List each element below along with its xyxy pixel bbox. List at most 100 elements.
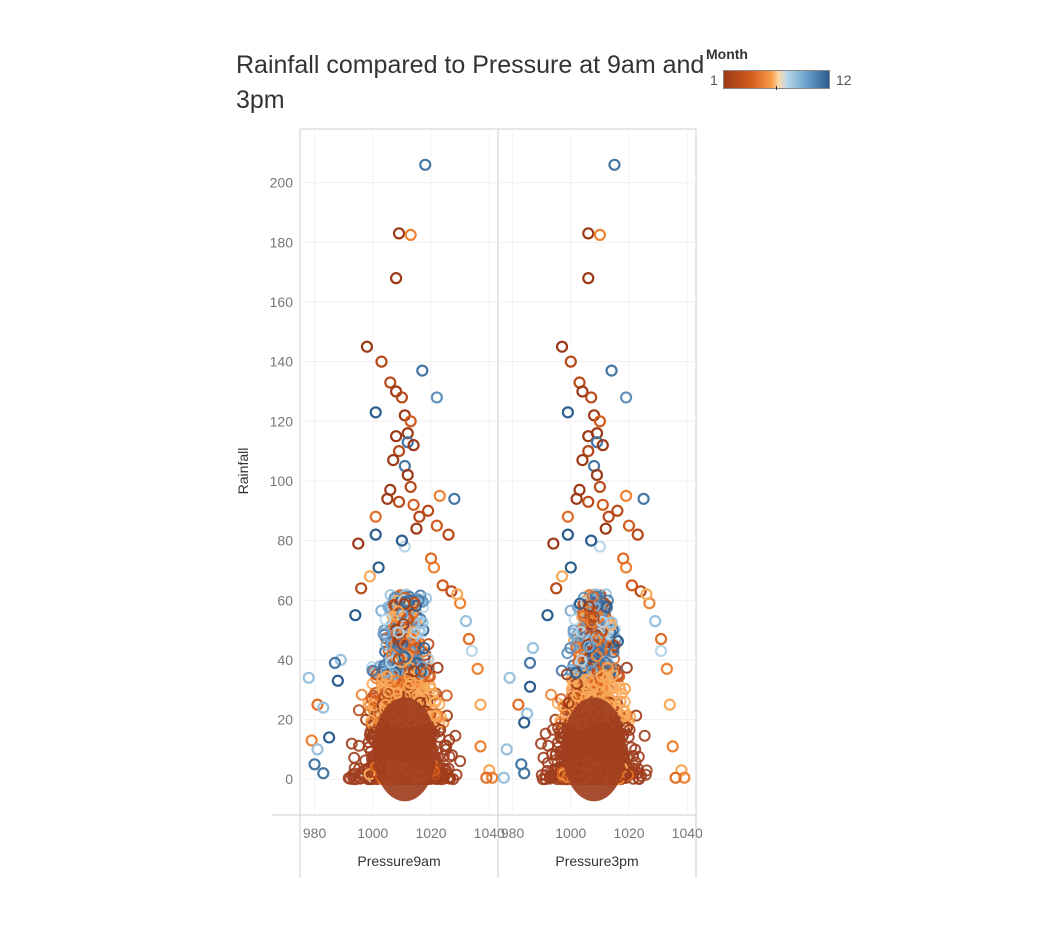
scatter-point[interactable] (305, 734, 318, 747)
scatter-point[interactable] (550, 582, 563, 595)
scatter-point[interactable] (620, 391, 633, 404)
scatter-point[interactable] (587, 409, 601, 422)
scatter-point[interactable] (404, 415, 417, 428)
scatter-point[interactable] (564, 355, 577, 368)
scatter-point[interactable] (541, 609, 554, 622)
scatter-point[interactable] (480, 771, 493, 784)
scatter-point[interactable] (392, 227, 406, 240)
scatter-point[interactable] (582, 227, 595, 240)
scatter-point[interactable] (401, 468, 414, 482)
scatter-point[interactable] (398, 409, 411, 422)
scatter-point[interactable] (555, 570, 569, 583)
scatter-point[interactable] (389, 272, 403, 285)
scatter-point[interactable] (328, 656, 342, 669)
scatter-point[interactable] (422, 504, 435, 517)
scatter-point[interactable] (410, 522, 423, 535)
scatter-point[interactable] (334, 653, 347, 667)
scatter-point[interactable] (419, 158, 432, 171)
scatter-point[interactable] (518, 767, 531, 780)
scatter-point[interactable] (547, 537, 560, 550)
scatter-point[interactable] (654, 644, 668, 658)
scatter-point[interactable] (649, 615, 662, 628)
scatter-point[interactable] (369, 406, 382, 419)
scatter-point[interactable] (678, 771, 691, 784)
scatter-point[interactable] (576, 385, 589, 398)
scatter-point[interactable] (317, 701, 330, 714)
scatter-point[interactable] (590, 468, 604, 482)
scatter-point[interactable] (593, 480, 607, 494)
scatter-point[interactable] (625, 579, 639, 592)
scatter-point[interactable] (317, 767, 330, 780)
scatter-point[interactable] (564, 561, 577, 574)
scatter-point[interactable] (392, 495, 406, 508)
scatter-point[interactable] (462, 632, 475, 646)
scatter-point[interactable] (500, 743, 513, 756)
scatter-point[interactable] (666, 740, 679, 753)
scatter-point[interactable] (593, 228, 607, 241)
scatter-point[interactable] (430, 391, 443, 404)
scatter-point[interactable] (582, 430, 595, 443)
scatter-point[interactable] (602, 510, 615, 523)
scatter-point[interactable] (582, 445, 595, 458)
scatter-point[interactable] (483, 764, 496, 777)
scatter-point[interactable] (404, 228, 417, 241)
scatter-point[interactable] (561, 528, 574, 541)
scatter-point[interactable] (497, 771, 510, 784)
scatter-point[interactable] (582, 495, 595, 508)
scatter-point[interactable] (608, 158, 621, 171)
scatter-point[interactable] (398, 540, 411, 553)
scatter-point[interactable] (302, 671, 315, 684)
scatter-point[interactable] (596, 498, 609, 511)
scatter-point[interactable] (355, 582, 368, 595)
scatter-point[interactable] (599, 522, 612, 535)
scatter-point[interactable] (523, 656, 537, 669)
scatter-point[interactable] (395, 534, 409, 547)
scatter-point[interactable] (331, 674, 344, 687)
scatter-point[interactable] (471, 662, 484, 675)
scatter-point[interactable] (585, 534, 598, 547)
scatter-point[interactable] (445, 585, 458, 598)
scatter-point[interactable] (576, 453, 589, 467)
scatter-point[interactable] (669, 771, 682, 784)
scatter-point[interactable] (474, 698, 487, 711)
scatter-point[interactable] (424, 552, 438, 565)
scatter-point[interactable] (654, 632, 668, 646)
scatter-point[interactable] (561, 510, 574, 523)
scatter-point[interactable] (640, 588, 653, 601)
scatter-point[interactable] (363, 570, 376, 583)
scatter-point[interactable] (404, 480, 417, 494)
scatter-point[interactable] (352, 537, 365, 550)
scatter-point[interactable] (384, 376, 397, 389)
scatter-point[interactable] (523, 680, 537, 693)
scatter-point[interactable] (593, 415, 607, 428)
scatter-point[interactable] (413, 510, 426, 523)
scatter-point[interactable] (401, 436, 414, 449)
scatter-point[interactable] (585, 391, 598, 404)
scatter-point[interactable] (486, 771, 499, 784)
scatter-point[interactable] (617, 552, 630, 565)
color-legend[interactable]: Month 1 12 (706, 46, 866, 96)
scatter-point[interactable] (561, 406, 574, 419)
scatter-point[interactable] (503, 671, 516, 684)
scatter-point[interactable] (620, 489, 633, 502)
scatter-point[interactable] (323, 731, 336, 744)
scatter-point[interactable] (442, 528, 455, 541)
scatter-point[interactable] (311, 698, 324, 711)
scatter-point[interactable] (311, 743, 324, 756)
scatter-point[interactable] (570, 492, 583, 505)
scatter-point[interactable] (360, 340, 374, 353)
scatter-point[interactable] (349, 609, 362, 622)
scatter-point[interactable] (526, 641, 540, 655)
scatter-point[interactable] (663, 698, 676, 711)
scatter-point[interactable] (387, 453, 400, 467)
scatter-point[interactable] (375, 355, 388, 368)
scatter-point[interactable] (416, 364, 429, 377)
scatter-point[interactable] (637, 492, 650, 505)
scatter-point[interactable] (555, 340, 569, 353)
scatter-point[interactable] (512, 698, 525, 711)
scatter-point[interactable] (389, 430, 403, 443)
scatter-point[interactable] (436, 579, 449, 592)
scatter-point[interactable] (430, 519, 443, 532)
scatter-point[interactable] (381, 492, 394, 505)
